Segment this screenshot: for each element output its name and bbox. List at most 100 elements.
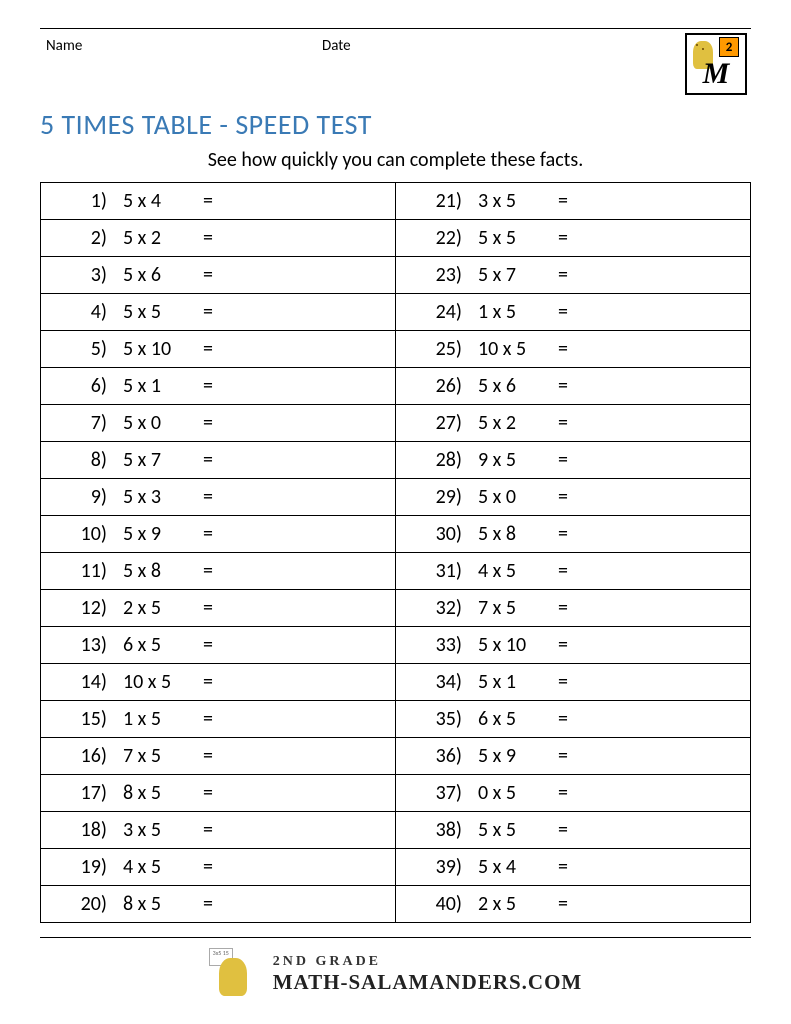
equals-sign: = (203, 448, 233, 472)
fact-cell: 9)5 x 3= (41, 479, 396, 516)
fact-cell: 3)5 x 6= (41, 257, 396, 294)
footer-site: MATH-SALAMANDERS.COM (273, 970, 583, 995)
equals-sign: = (558, 411, 588, 435)
fact-cell: 15)1 x 5= (41, 701, 396, 738)
equals-sign: = (203, 300, 233, 324)
fact-number: 7) (49, 411, 113, 435)
fact-expression: 5 x 0 (113, 411, 203, 435)
fact-expression: 5 x 9 (468, 744, 558, 768)
fact-expression: 5 x 10 (113, 337, 203, 361)
fact-cell: 25)10 x 5= (396, 331, 751, 368)
table-row: 12)2 x 5=32)7 x 5= (41, 590, 751, 627)
table-row: 1)5 x 4= 21)3 x 5= (41, 183, 751, 220)
table-row: 20)8 x 5=40)2 x 5= (41, 886, 751, 923)
equals-sign: = (558, 226, 588, 250)
equals-sign: = (203, 855, 233, 879)
fact-cell: 29)5 x 0= (396, 479, 751, 516)
fact-cell: 10)5 x 9= (41, 516, 396, 553)
fact-cell: 40)2 x 5= (396, 886, 751, 923)
table-row: 13)6 x 5=33)5 x 10= (41, 627, 751, 664)
table-row: 17)8 x 5=37)0 x 5= (41, 775, 751, 812)
equals-sign: = (558, 596, 588, 620)
fact-cell: 5)5 x 10= (41, 331, 396, 368)
fact-cell: 8)5 x 7= (41, 442, 396, 479)
fact-cell: 2)5 x 2= (41, 220, 396, 257)
fact-expression: 5 x 7 (113, 448, 203, 472)
table-row: 5)5 x 10=25)10 x 5= (41, 331, 751, 368)
table-row: 16)7 x 5=36)5 x 9= (41, 738, 751, 775)
equals-sign: = (203, 522, 233, 546)
footer-salamander-icon: 3x5 15 (209, 948, 257, 1000)
footer: 3x5 15 2ND GRADE MATH-SALAMANDERS.COM (0, 937, 791, 1000)
table-row: 7)5 x 0=27)5 x 2= (41, 405, 751, 442)
footer-salamander-body (219, 958, 247, 996)
equals-sign: = (558, 818, 588, 842)
fact-cell: 19)4 x 5= (41, 849, 396, 886)
fact-expression: 5 x 2 (113, 226, 203, 250)
fact-expression: 4 x 5 (113, 855, 203, 879)
table-row: 2)5 x 2=22)5 x 5= (41, 220, 751, 257)
equals-sign: = (558, 670, 588, 694)
table-row: 19)4 x 5=39)5 x 4= (41, 849, 751, 886)
fact-expression: 5 x 2 (468, 411, 558, 435)
fact-cell: 4)5 x 5= (41, 294, 396, 331)
fact-number: 27) (404, 411, 468, 435)
worksheet-page: Name Date 2 M 5 TIMES TABLE - SPEED TEST… (0, 0, 791, 943)
fact-cell: 18)3 x 5= (41, 812, 396, 849)
fact-cell: 39)5 x 4= (396, 849, 751, 886)
fact-number: 10) (49, 522, 113, 546)
fact-expression: 5 x 1 (468, 670, 558, 694)
top-rule (40, 28, 751, 29)
fact-number: 25) (404, 337, 468, 361)
fact-cell: 21)3 x 5= (396, 183, 751, 220)
equals-sign: = (203, 226, 233, 250)
fact-expression: 8 x 5 (113, 892, 203, 916)
fact-expression: 5 x 5 (468, 226, 558, 250)
fact-number: 35) (404, 707, 468, 731)
fact-number: 18) (49, 818, 113, 842)
equals-sign: = (558, 522, 588, 546)
fact-expression: 5 x 5 (468, 818, 558, 842)
fact-number: 9) (49, 485, 113, 509)
fact-number: 32) (404, 596, 468, 620)
equals-sign: = (203, 337, 233, 361)
footer-grade: 2ND GRADE (273, 954, 583, 970)
fact-number: 1) (49, 189, 113, 213)
fact-expression: 2 x 5 (468, 892, 558, 916)
fact-expression: 5 x 5 (113, 300, 203, 324)
fact-expression: 3 x 5 (468, 189, 558, 213)
fact-number: 22) (404, 226, 468, 250)
fact-cell: 24)1 x 5= (396, 294, 751, 331)
fact-cell: 20)8 x 5= (41, 886, 396, 923)
equals-sign: = (203, 411, 233, 435)
fact-cell: 12)2 x 5= (41, 590, 396, 627)
fact-cell: 35)6 x 5= (396, 701, 751, 738)
table-row: 6)5 x 1=26)5 x 6= (41, 368, 751, 405)
fact-expression: 5 x 6 (113, 263, 203, 287)
fact-number: 11) (49, 559, 113, 583)
fact-expression: 5 x 4 (113, 189, 203, 213)
fact-expression: 5 x 9 (113, 522, 203, 546)
logo-m-icon: M (703, 57, 730, 91)
fact-cell: 11)5 x 8= (41, 553, 396, 590)
fact-expression: 5 x 1 (113, 374, 203, 398)
equals-sign: = (558, 744, 588, 768)
fact-expression: 3 x 5 (113, 818, 203, 842)
fact-expression: 8 x 5 (113, 781, 203, 805)
equals-sign: = (558, 707, 588, 731)
fact-number: 31) (404, 559, 468, 583)
equals-sign: = (558, 300, 588, 324)
fact-cell: 37)0 x 5= (396, 775, 751, 812)
table-row: 11)5 x 8=31)4 x 5= (41, 553, 751, 590)
equals-sign: = (203, 707, 233, 731)
fact-number: 20) (49, 892, 113, 916)
table-row: 9)5 x 3=29)5 x 0= (41, 479, 751, 516)
fact-number: 37) (404, 781, 468, 805)
fact-number: 40) (404, 892, 468, 916)
equals-sign: = (203, 189, 233, 213)
equals-sign: = (558, 855, 588, 879)
fact-cell: 28)9 x 5= (396, 442, 751, 479)
fact-number: 2) (49, 226, 113, 250)
page-subtitle: See how quickly you can complete these f… (40, 148, 751, 172)
fact-number: 15) (49, 707, 113, 731)
